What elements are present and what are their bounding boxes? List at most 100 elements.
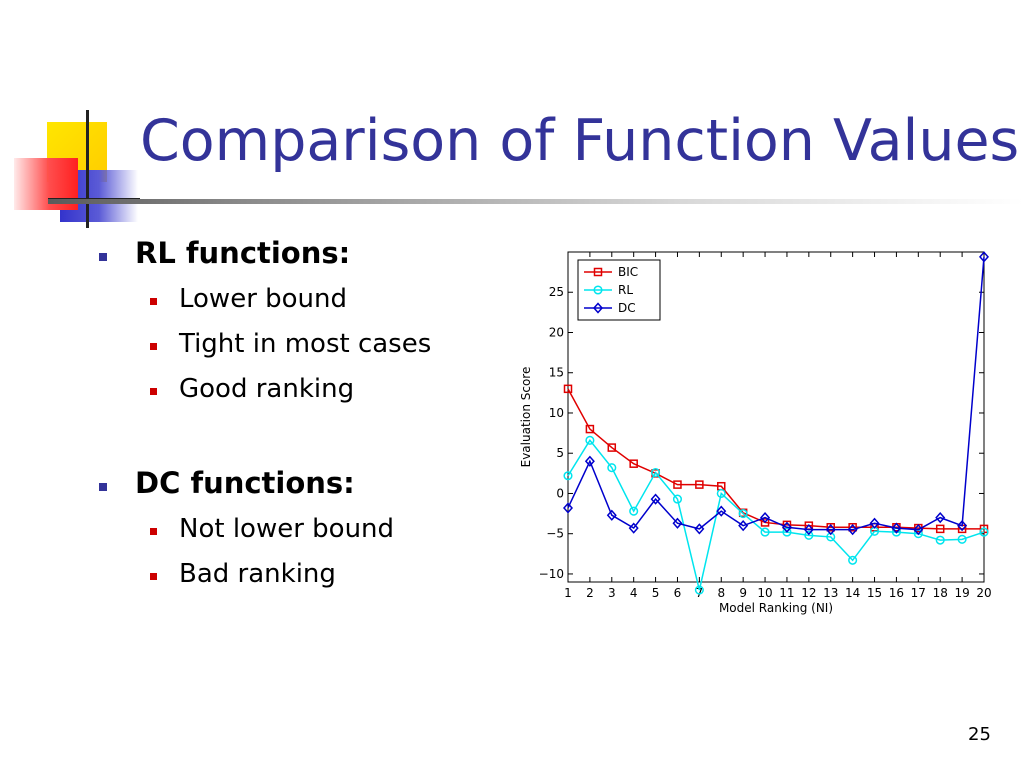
y-tick-label: 25 [549,285,564,299]
title-decoration [0,100,140,230]
x-tick-label: 19 [954,586,969,600]
sub-bullet-marker [150,528,157,535]
data-point-dc [716,505,727,517]
data-point-rl [585,435,595,445]
data-point-dc [672,517,683,529]
x-tick-label: 4 [630,586,638,600]
x-tick-label: 9 [739,586,747,600]
sub-bullet-item: Tight in most cases [179,329,432,359]
data-point-dc [628,522,639,534]
data-point-dc [935,511,946,524]
data-point-bic [935,524,945,534]
data-point-bic [629,459,638,468]
title-rule [48,199,1024,204]
data-point-rl [738,509,748,519]
data-point-rl [804,530,814,540]
x-axis-label: Model Ranking (NI) [719,601,833,615]
bullet-heading-dc: DC functions: [135,466,355,500]
legend-label-rl: RL [618,283,633,297]
data-point-dc [803,524,814,536]
x-tick-label: 10 [757,586,772,600]
sub-bullet-marker [150,388,157,395]
y-tick-label: 10 [549,406,564,420]
data-point-bic [848,523,857,532]
x-tick-label: 7 [696,586,704,600]
data-point-rl [716,488,726,499]
y-tick-label: −10 [539,567,564,581]
sub-bullet-marker [150,573,157,580]
data-point-bic [673,480,682,489]
data-point-dc [913,524,924,536]
data-point-bic [760,518,770,527]
data-point-dc [781,521,792,533]
data-point-rl [629,506,639,516]
y-tick-label: 15 [549,366,564,380]
data-point-dc [760,511,771,524]
data-point-dc [869,517,880,529]
data-point-dc [694,523,705,535]
data-point-dc [650,493,661,505]
sub-bullet-item: Bad ranking [179,559,336,589]
data-point-dc [825,524,836,536]
y-tick-label: 5 [556,446,564,460]
legend-label-bic: BIC [618,265,638,279]
data-point-rl [760,527,770,537]
sub-bullet-item: Not lower bound [179,514,395,544]
bullet-heading-rl: RL functions: [135,236,351,270]
data-point-dc [978,251,990,263]
x-tick-label: 2 [586,586,594,600]
data-point-rl [848,555,858,565]
data-point-rl [979,527,989,537]
data-point-dc [847,524,858,536]
x-tick-label: 17 [911,586,926,600]
data-point-bic [695,480,704,489]
data-point-dc [891,522,902,534]
x-tick-label: 15 [867,586,882,600]
data-point-dc [738,520,749,532]
data-point-rl [782,527,792,537]
data-point-rl [651,467,661,478]
decoration-vertical-line [86,110,89,228]
data-point-bic [607,443,617,452]
data-point-rl [607,463,617,473]
sub-bullet-marker [150,298,157,305]
bullet-marker [99,253,107,261]
x-tick-label: 5 [652,586,660,600]
data-point-rl [672,494,683,504]
bullet-marker [99,483,107,491]
x-tick-label: 3 [608,586,616,600]
x-tick-label: 16 [889,586,904,600]
data-point-bic [563,384,573,394]
page-number: 25 [968,724,991,745]
legend-marker-dc [592,302,604,314]
sub-bullet-item: Lower bound [179,284,348,314]
data-point-rl [957,534,967,544]
slide-title: Comparison of Function Values [140,108,1020,174]
x-tick-label: 8 [717,586,725,600]
x-tick-label: 14 [845,586,860,600]
y-tick-label: 0 [556,486,564,500]
y-tick-label: −5 [546,527,564,541]
data-point-dc [957,520,968,532]
y-tick-label: 20 [549,325,564,339]
x-tick-label: 18 [933,586,948,600]
sub-bullet-item: Good ranking [179,374,355,404]
x-tick-label: 20 [976,586,991,600]
data-point-rl [563,471,573,481]
x-tick-label: 11 [779,586,794,600]
data-point-rl [694,585,704,595]
legend-marker-bic [593,267,603,277]
x-tick-label: 13 [823,586,838,600]
x-tick-label: 6 [674,586,682,600]
data-point-dc [562,502,574,514]
legend-marker-rl [593,285,603,295]
x-tick-label: 12 [801,586,816,600]
data-point-bic [826,523,835,532]
data-point-dc [606,509,617,521]
data-point-dc [584,455,595,467]
sub-bullet-marker [150,343,157,350]
x-tick-label: 1 [564,586,572,600]
legend-label-dc: DC [618,301,636,315]
data-point-rl [935,535,945,545]
